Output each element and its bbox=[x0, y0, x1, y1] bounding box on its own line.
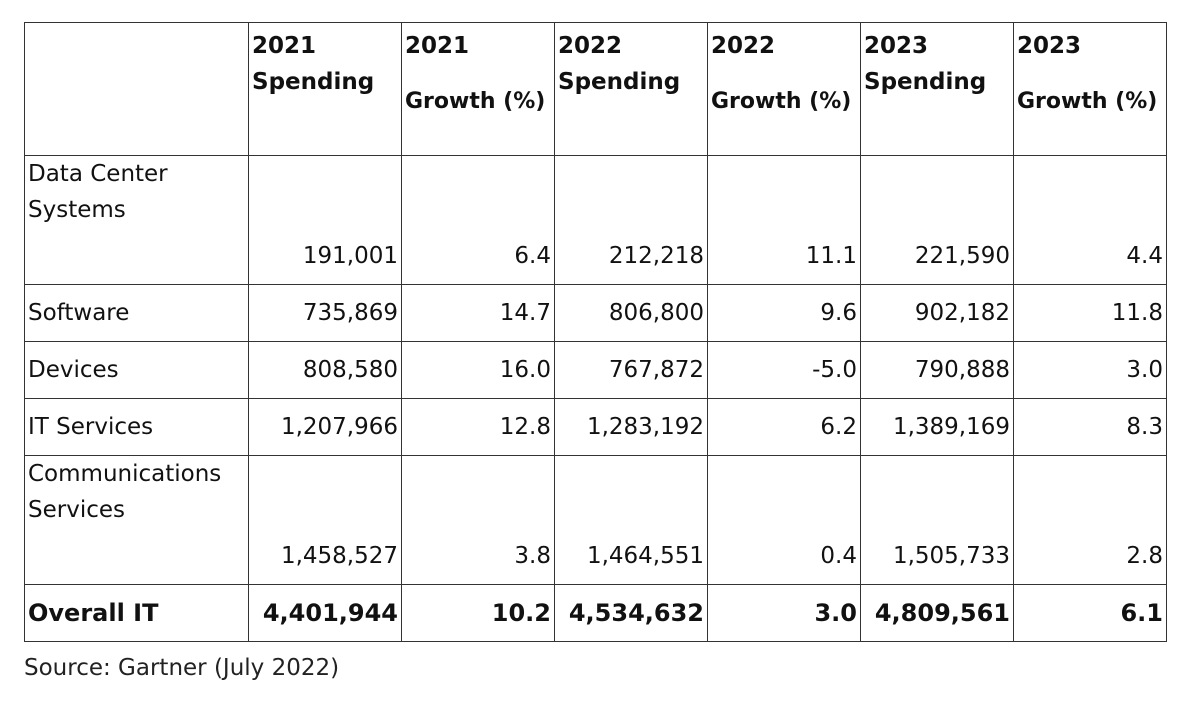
value-cell: 3.8 bbox=[401, 455, 555, 585]
value-cell: 1,505,733 bbox=[860, 455, 1014, 585]
total-value-cell: 3.0 bbox=[707, 584, 861, 642]
segment-cell: Data Center Systems bbox=[24, 155, 249, 285]
value-cell: 808,580 bbox=[248, 341, 402, 399]
value-cell: 16.0 bbox=[401, 341, 555, 399]
value-cell: 767,872 bbox=[554, 341, 708, 399]
total-segment-cell: Overall IT bbox=[24, 584, 249, 642]
value-cell: -5.0 bbox=[707, 341, 861, 399]
value-cell: 4.4 bbox=[1013, 155, 1167, 285]
value-cell: 1,283,192 bbox=[554, 398, 708, 456]
segment-cell: Communications Services bbox=[24, 455, 249, 585]
value-cell: 8.3 bbox=[1013, 398, 1167, 456]
value-cell: 790,888 bbox=[860, 341, 1014, 399]
table-row: Devices 808,580 16.0 767,872 -5.0 790,88… bbox=[24, 341, 1167, 399]
value-cell: 212,218 bbox=[554, 155, 708, 285]
segment-cell: Software bbox=[24, 284, 249, 342]
value-cell: 1,464,551 bbox=[554, 455, 708, 585]
value-cell: 0.4 bbox=[707, 455, 861, 585]
header-year: 2021 bbox=[405, 33, 470, 59]
header-label: Spending bbox=[252, 69, 375, 95]
value-cell: 14.7 bbox=[401, 284, 555, 342]
segment-cell: IT Services bbox=[24, 398, 249, 456]
source-note: Source: Gartner (July 2022) bbox=[24, 655, 340, 681]
header-year: 2021 bbox=[252, 33, 317, 59]
total-row: Overall IT 4,401,944 10.2 4,534,632 3.0 … bbox=[24, 584, 1167, 642]
value-cell: 11.1 bbox=[707, 155, 861, 285]
table-row: Software 735,869 14.7 806,800 9.6 902,18… bbox=[24, 284, 1167, 342]
value-cell: 3.0 bbox=[1013, 341, 1167, 399]
total-value-cell: 4,534,632 bbox=[554, 584, 708, 642]
header-year: 2022 bbox=[558, 33, 623, 59]
header-year: 2022 bbox=[711, 33, 776, 59]
value-cell: 735,869 bbox=[248, 284, 402, 342]
header-year: 2023 bbox=[1017, 33, 1082, 59]
value-cell: 9.6 bbox=[707, 284, 861, 342]
value-cell: 1,458,527 bbox=[248, 455, 402, 585]
header-2022-spending: 2022 Spending bbox=[554, 22, 708, 156]
table-row: Communications Services 1,458,527 3.8 1,… bbox=[24, 455, 1167, 585]
header-2023-spending: 2023 Spending bbox=[860, 22, 1014, 156]
table-row: IT Services 1,207,966 12.8 1,283,192 6.2… bbox=[24, 398, 1167, 456]
value-cell: 1,389,169 bbox=[860, 398, 1014, 456]
header-label: Spending bbox=[864, 69, 987, 95]
value-cell: 191,001 bbox=[248, 155, 402, 285]
header-label: Growth (%) bbox=[1017, 89, 1158, 114]
header-2021-spending: 2021 Spending bbox=[248, 22, 402, 156]
value-cell: 6.2 bbox=[707, 398, 861, 456]
value-cell: 221,590 bbox=[860, 155, 1014, 285]
total-value-cell: 4,401,944 bbox=[248, 584, 402, 642]
value-cell: 11.8 bbox=[1013, 284, 1167, 342]
it-spending-table: 2021 Spending 2021 Growth (%) 2022 Spend… bbox=[24, 22, 1167, 642]
value-cell: 806,800 bbox=[554, 284, 708, 342]
header-row: 2021 Spending 2021 Growth (%) 2022 Spend… bbox=[24, 22, 1167, 156]
value-cell: 1,207,966 bbox=[248, 398, 402, 456]
header-year: 2023 bbox=[864, 33, 929, 59]
table-row: Data Center Systems 191,001 6.4 212,218 … bbox=[24, 155, 1167, 285]
header-2021-growth: 2021 Growth (%) bbox=[401, 22, 555, 156]
header-corner bbox=[24, 22, 249, 156]
total-value-cell: 6.1 bbox=[1013, 584, 1167, 642]
value-cell: 2.8 bbox=[1013, 455, 1167, 585]
value-cell: 6.4 bbox=[401, 155, 555, 285]
segment-cell: Devices bbox=[24, 341, 249, 399]
value-cell: 12.8 bbox=[401, 398, 555, 456]
total-value-cell: 4,809,561 bbox=[860, 584, 1014, 642]
header-2022-growth: 2022 Growth (%) bbox=[707, 22, 861, 156]
header-2023-growth: 2023 Growth (%) bbox=[1013, 22, 1167, 156]
value-cell: 902,182 bbox=[860, 284, 1014, 342]
total-value-cell: 10.2 bbox=[401, 584, 555, 642]
header-label: Growth (%) bbox=[405, 89, 546, 114]
header-label: Spending bbox=[558, 69, 681, 95]
header-label: Growth (%) bbox=[711, 89, 852, 114]
